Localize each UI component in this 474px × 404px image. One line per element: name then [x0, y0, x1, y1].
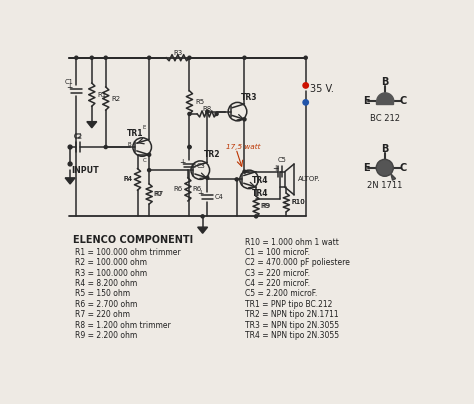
Text: R10: R10 [291, 200, 305, 206]
Circle shape [90, 56, 93, 59]
Text: C: C [143, 158, 146, 164]
Circle shape [188, 112, 191, 116]
Text: BC 212: BC 212 [370, 114, 400, 123]
Text: TR3: TR3 [241, 93, 257, 102]
Circle shape [255, 215, 258, 218]
Text: +: + [179, 158, 186, 166]
Circle shape [304, 56, 307, 59]
Text: R3: R3 [173, 50, 182, 56]
Text: 2N 1711: 2N 1711 [367, 181, 402, 190]
Text: C1: C1 [64, 79, 73, 84]
Text: R3 = 100.000 ohm: R3 = 100.000 ohm [75, 269, 147, 278]
Circle shape [243, 118, 246, 121]
Text: E: E [143, 124, 146, 130]
Text: TR4: TR4 [252, 189, 269, 198]
Text: R6: R6 [173, 186, 182, 192]
Circle shape [376, 159, 393, 176]
Text: R4: R4 [124, 177, 133, 182]
Text: R9: R9 [261, 203, 270, 209]
Text: C5 = 2.200 microF.: C5 = 2.200 microF. [245, 290, 318, 299]
Text: R10 = 1.000 ohm 1 watt: R10 = 1.000 ohm 1 watt [245, 238, 339, 246]
Text: ELENCO COMPONENTI: ELENCO COMPONENTI [73, 235, 193, 245]
Circle shape [68, 145, 72, 149]
Circle shape [68, 162, 72, 166]
Text: TR4: TR4 [252, 177, 269, 185]
Circle shape [75, 56, 78, 59]
Circle shape [147, 168, 151, 172]
Circle shape [147, 153, 151, 156]
Text: R9: R9 [262, 203, 271, 209]
Text: R4 = 8.200 ohm: R4 = 8.200 ohm [75, 279, 137, 288]
Text: C2: C2 [73, 134, 82, 140]
Circle shape [188, 145, 191, 149]
Circle shape [215, 112, 218, 116]
Text: C5: C5 [277, 157, 286, 163]
Polygon shape [391, 174, 396, 180]
Text: C1 = 100 microF.: C1 = 100 microF. [245, 248, 310, 257]
Text: E: E [363, 163, 369, 173]
Circle shape [243, 56, 246, 59]
Text: 35 V.: 35 V. [310, 84, 334, 93]
Text: C: C [400, 163, 407, 173]
Circle shape [303, 100, 309, 105]
Text: R10: R10 [292, 200, 306, 206]
Text: +: + [273, 164, 279, 173]
Text: INPUT: INPUT [72, 166, 100, 175]
Polygon shape [65, 178, 75, 184]
Text: TR1: TR1 [127, 129, 143, 138]
Text: R6 = 2.700 ohm: R6 = 2.700 ohm [75, 300, 137, 309]
Text: R1 = 100.000 ohm trimmer: R1 = 100.000 ohm trimmer [75, 248, 181, 257]
Text: B: B [381, 77, 388, 86]
Text: B: B [128, 141, 132, 147]
Circle shape [188, 145, 191, 149]
Text: TR1 = PNP tipo BC.212: TR1 = PNP tipo BC.212 [245, 300, 333, 309]
Text: R6: R6 [192, 186, 202, 192]
Text: C2: C2 [73, 133, 82, 139]
Text: E: E [363, 96, 369, 106]
Circle shape [206, 110, 209, 113]
Circle shape [235, 178, 238, 181]
Text: +: + [197, 189, 203, 198]
Text: R2 = 100.000 ohm: R2 = 100.000 ohm [75, 258, 147, 267]
Text: R1: R1 [97, 92, 107, 98]
Text: TR2: TR2 [203, 150, 220, 159]
Text: R7: R7 [154, 191, 163, 197]
Circle shape [201, 215, 204, 218]
Circle shape [104, 56, 107, 59]
Text: TR4 = NPN tipo 2N.3055: TR4 = NPN tipo 2N.3055 [245, 331, 339, 340]
Polygon shape [376, 101, 393, 104]
Circle shape [243, 170, 246, 173]
Text: R4: R4 [123, 177, 132, 182]
Text: R7 = 220 ohm: R7 = 220 ohm [75, 310, 130, 319]
Polygon shape [198, 227, 208, 233]
Text: B: B [381, 143, 388, 154]
Text: C3 = 220 microF.: C3 = 220 microF. [245, 269, 310, 278]
Text: R9 = 2.200 ohm: R9 = 2.200 ohm [75, 331, 137, 340]
Text: R5: R5 [195, 99, 204, 105]
Text: C: C [400, 96, 407, 106]
Text: 17,5 watt: 17,5 watt [226, 144, 260, 150]
Text: C4 = 220 microF.: C4 = 220 microF. [245, 279, 310, 288]
Text: C3: C3 [196, 162, 205, 168]
Text: C2 = 470.000 pF poliestere: C2 = 470.000 pF poliestere [245, 258, 350, 267]
Circle shape [303, 83, 309, 88]
Text: R8 = 1.200 ohm trimmer: R8 = 1.200 ohm trimmer [75, 321, 171, 330]
Text: TR3 = NPN tipo 2N.3055: TR3 = NPN tipo 2N.3055 [245, 321, 339, 330]
Text: TR2 = NPN tipo 2N.1711: TR2 = NPN tipo 2N.1711 [245, 310, 339, 319]
Circle shape [147, 56, 151, 59]
Circle shape [104, 145, 107, 149]
Text: C4: C4 [214, 194, 223, 200]
Polygon shape [87, 122, 97, 128]
Circle shape [188, 56, 191, 59]
Text: R2: R2 [111, 95, 120, 101]
Circle shape [206, 176, 209, 179]
Text: R8: R8 [202, 106, 211, 112]
Text: R7: R7 [155, 191, 164, 197]
Text: +: + [66, 83, 73, 92]
Text: ALTOP.: ALTOP. [298, 177, 320, 182]
Text: R5 = 150 ohm: R5 = 150 ohm [75, 290, 130, 299]
